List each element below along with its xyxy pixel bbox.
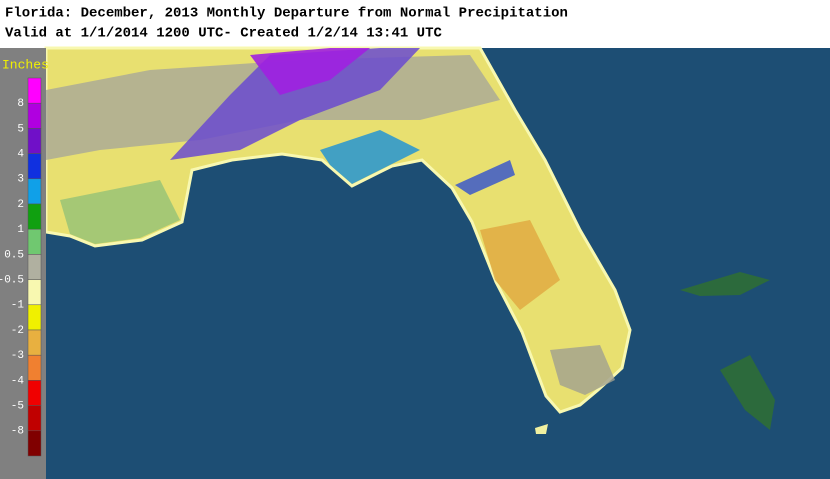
legend-label: 1 [17,224,24,236]
legend-label: -2 [11,325,24,337]
legend-swatch [27,128,42,154]
legend-swatch [27,228,42,255]
title: Florida: December, 2013 Monthly Departur… [5,6,568,22]
legend-swatch [27,254,42,280]
legend-swatch [27,430,42,457]
legend-label: -3 [11,350,24,362]
legend-label: -0.5 [0,275,24,287]
legend-label: 8 [17,98,24,110]
legend-swatch [27,304,42,331]
coast-green [60,180,180,244]
wettest-band [250,48,370,95]
legend-label: -5 [11,401,24,413]
legend-label: 0.5 [4,249,24,261]
panhandle-wet [320,130,420,184]
subtitle: Valid at 1/1/2014 1200 UTC- Created 1/2/… [5,26,442,42]
legend-swatch [27,178,42,205]
dry-region [480,220,560,310]
legend-label: 5 [17,123,24,135]
legend-label: -8 [11,426,24,438]
map [44,46,830,479]
key-west [535,424,548,434]
wet-band [170,48,420,160]
legend-label: 4 [17,149,24,161]
legend-swatch [27,329,42,356]
legend-unit: Inches [2,57,49,72]
bahamas-south [720,355,775,430]
legend-swatch [27,380,42,406]
legend-swatch [27,203,42,230]
legend-swatch [27,405,42,432]
legend-swatch [27,102,42,129]
legend-swatch [27,279,42,306]
bahamas-north [680,272,770,296]
south-gray [550,345,615,395]
legend-label: -1 [11,300,25,312]
legend-label: 3 [17,174,24,186]
northeast-wet [455,160,515,195]
legend-label: -4 [11,375,25,387]
legend-swatch [27,153,42,180]
legend: Inches 8 5 4 3 2 1 0.5 -0.5 -1 -2 -3 -4 -5 -8 [0,48,49,479]
legend-swatch [27,354,42,381]
legend-label: 2 [17,199,24,211]
legend-swatch [27,77,42,104]
